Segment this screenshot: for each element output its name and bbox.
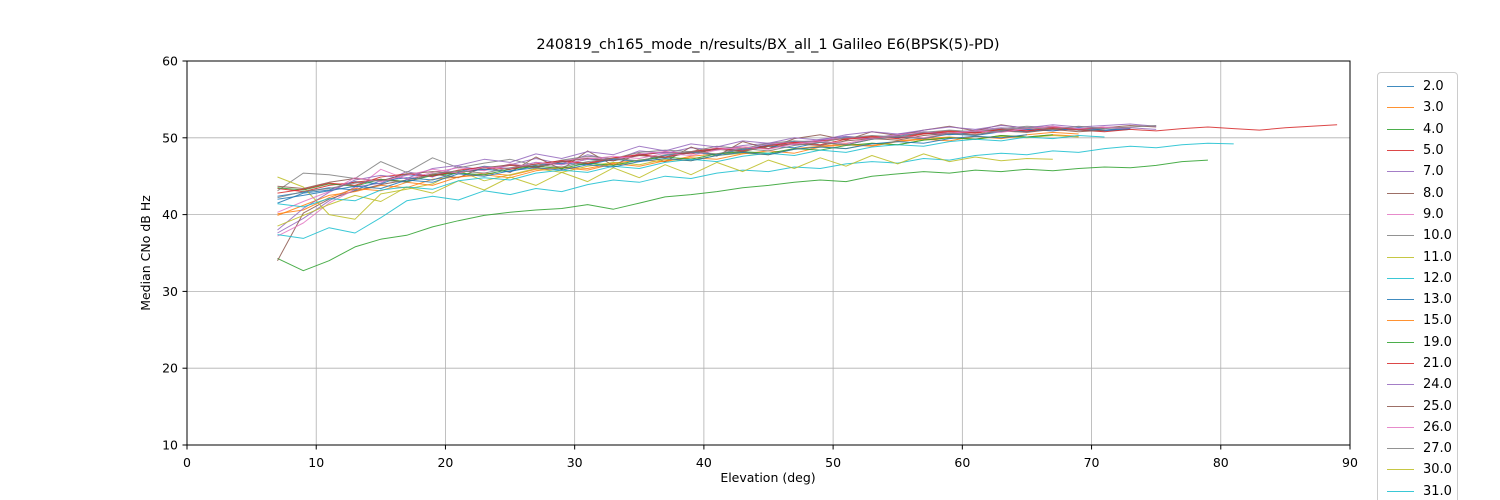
legend-line-swatch xyxy=(1387,235,1414,237)
series-line-4.0 xyxy=(277,159,1208,272)
series-line-24.0 xyxy=(277,123,1157,231)
x-tick-label: 40 xyxy=(696,455,712,470)
chart-title: 240819_ch165_mode_n/results/BX_all_1 Gal… xyxy=(536,37,999,53)
legend-item-label: 26.0 xyxy=(1423,419,1452,435)
grid-layer xyxy=(186,60,1351,446)
legend-item: 8.0 xyxy=(1387,182,1453,203)
legend-item-label: 21.0 xyxy=(1423,356,1452,371)
y-tick-label: 30 xyxy=(162,284,178,299)
legend-item-label: 31.0 xyxy=(1423,483,1452,499)
legend-line-swatch xyxy=(1387,213,1414,215)
legend-item: 25.0 xyxy=(1387,395,1453,416)
legend-item: 7.0 xyxy=(1387,161,1453,182)
series-layer xyxy=(277,123,1338,272)
legend-item: 12.0 xyxy=(1387,268,1453,289)
legend-item-label: 12.0 xyxy=(1423,270,1452,286)
x-tick-label: 10 xyxy=(308,455,324,470)
legend-item-label: 13.0 xyxy=(1423,292,1452,308)
legend-item: 24.0 xyxy=(1387,374,1453,395)
legend-line-swatch xyxy=(1387,256,1414,258)
legend-item-label: 11.0 xyxy=(1423,249,1452,265)
y-tick-label: 50 xyxy=(162,130,178,145)
y-axis-label: Median CNo dB Hz xyxy=(138,195,153,311)
series-line-15.0 xyxy=(277,131,1079,215)
legend-line-swatch xyxy=(1387,192,1414,194)
legend-line-swatch xyxy=(1387,405,1414,407)
legend-item: 15.0 xyxy=(1387,310,1453,331)
legend-item-label: 25.0 xyxy=(1423,398,1452,414)
legend-item-label: 4.0 xyxy=(1423,121,1444,137)
legend-line-swatch xyxy=(1387,469,1414,471)
legend-item-label: 9.0 xyxy=(1423,206,1444,222)
legend-item-label: 27.0 xyxy=(1423,441,1452,457)
x-tick-label: 70 xyxy=(1084,455,1100,470)
legend-line-swatch xyxy=(1387,277,1414,279)
x-tick-label: 30 xyxy=(567,455,583,470)
x-tick-label: 20 xyxy=(437,455,453,470)
legend-item-label: 8.0 xyxy=(1423,185,1444,201)
legend-item: 5.0 xyxy=(1387,140,1453,161)
ticklabel-layer: 0 10 20 30 40 50 60 70 80 90 10 20 30 40 50 60 xyxy=(162,54,1358,471)
y-tick-label: 40 xyxy=(162,207,178,222)
series-line-33.0 xyxy=(277,134,1027,200)
axes-layer xyxy=(182,60,1351,450)
legend-line-swatch xyxy=(1387,426,1414,428)
legend-line-swatch xyxy=(1387,107,1414,109)
legend-line-swatch xyxy=(1387,128,1414,130)
legend-line-swatch xyxy=(1387,363,1414,364)
plot-spines xyxy=(186,60,1351,446)
x-tick-label: 80 xyxy=(1213,455,1229,470)
legend-item-label: 5.0 xyxy=(1423,143,1444,159)
legend-item-label: 7.0 xyxy=(1423,164,1444,180)
legend-box: 2.0 3.0 4.0 5.0 7.0 8.0 9.0 10.0 11.0 12.0 13.0 15.… xyxy=(1377,72,1458,500)
legend-item: 11.0 xyxy=(1387,246,1453,267)
series-line-12.0 xyxy=(277,142,1234,239)
legend-item: 19.0 xyxy=(1387,332,1453,353)
legend-item-label: 19.0 xyxy=(1423,334,1452,350)
legend-item-label: 3.0 xyxy=(1423,100,1444,116)
legend-line-swatch xyxy=(1387,320,1414,322)
y-tick-label: 60 xyxy=(162,54,178,69)
legend-item: 13.0 xyxy=(1387,289,1453,310)
legend-item-label: 24.0 xyxy=(1423,377,1452,393)
legend-line-swatch xyxy=(1387,86,1414,88)
series-line-30.0 xyxy=(277,153,1053,227)
legend-line-swatch xyxy=(1387,171,1414,173)
legend-line-swatch xyxy=(1387,384,1414,386)
series-line-8.0 xyxy=(277,124,1157,261)
legend-item: 26.0 xyxy=(1387,417,1453,438)
legend-item: 21.0 xyxy=(1387,353,1453,374)
legend-item-label: 30.0 xyxy=(1423,462,1452,478)
legend-line-swatch xyxy=(1387,341,1414,343)
legend-line-swatch xyxy=(1387,448,1414,450)
legend-line-swatch xyxy=(1387,150,1414,152)
legend-item: 4.0 xyxy=(1387,119,1453,140)
legend-item-label: 10.0 xyxy=(1423,228,1452,244)
y-tick-label: 20 xyxy=(162,361,178,376)
series-line-31.0 xyxy=(277,135,1105,208)
legend-item: 9.0 xyxy=(1387,204,1453,225)
x-tick-label: 90 xyxy=(1342,455,1358,470)
legend-item: 3.0 xyxy=(1387,97,1453,118)
y-tick-label: 10 xyxy=(162,438,178,453)
legend-item-label: 15.0 xyxy=(1423,313,1452,329)
legend-line-swatch xyxy=(1387,490,1414,492)
x-tick-label: 50 xyxy=(825,455,841,470)
x-tick-label: 0 xyxy=(183,455,191,470)
x-axis-label: Elevation (deg) xyxy=(720,470,815,485)
legend-item: 27.0 xyxy=(1387,438,1453,459)
series-line-27.0 xyxy=(277,125,1157,199)
legend-item: 10.0 xyxy=(1387,225,1453,246)
legend-item-label: 2.0 xyxy=(1423,79,1444,95)
legend-item: 2.0 xyxy=(1387,76,1453,97)
x-tick-label: 60 xyxy=(954,455,970,470)
legend-item: 31.0 xyxy=(1387,481,1453,500)
legend-item: 30.0 xyxy=(1387,459,1453,480)
legend-line-swatch xyxy=(1387,299,1414,301)
